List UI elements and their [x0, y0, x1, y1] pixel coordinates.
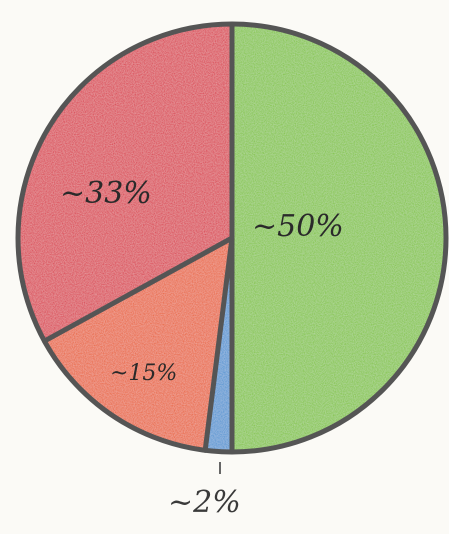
pie-slice-green: [232, 24, 446, 452]
pie-dividers: [41, 21, 235, 455]
pie-slice-red: [18, 24, 232, 342]
slice-label-blue: ~2%: [168, 485, 241, 520]
slice-label-red: ~33%: [60, 176, 152, 211]
pie-outline: [15, 21, 449, 455]
pie-labels: ~50% ~33% ~15% ~2%: [60, 176, 344, 520]
slice-label-green: ~50%: [252, 209, 344, 244]
slice-divider: [41, 235, 235, 344]
slice-label-orange: ~15%: [110, 361, 177, 386]
pie-slices: [18, 24, 446, 452]
slice-divider: [202, 235, 235, 453]
